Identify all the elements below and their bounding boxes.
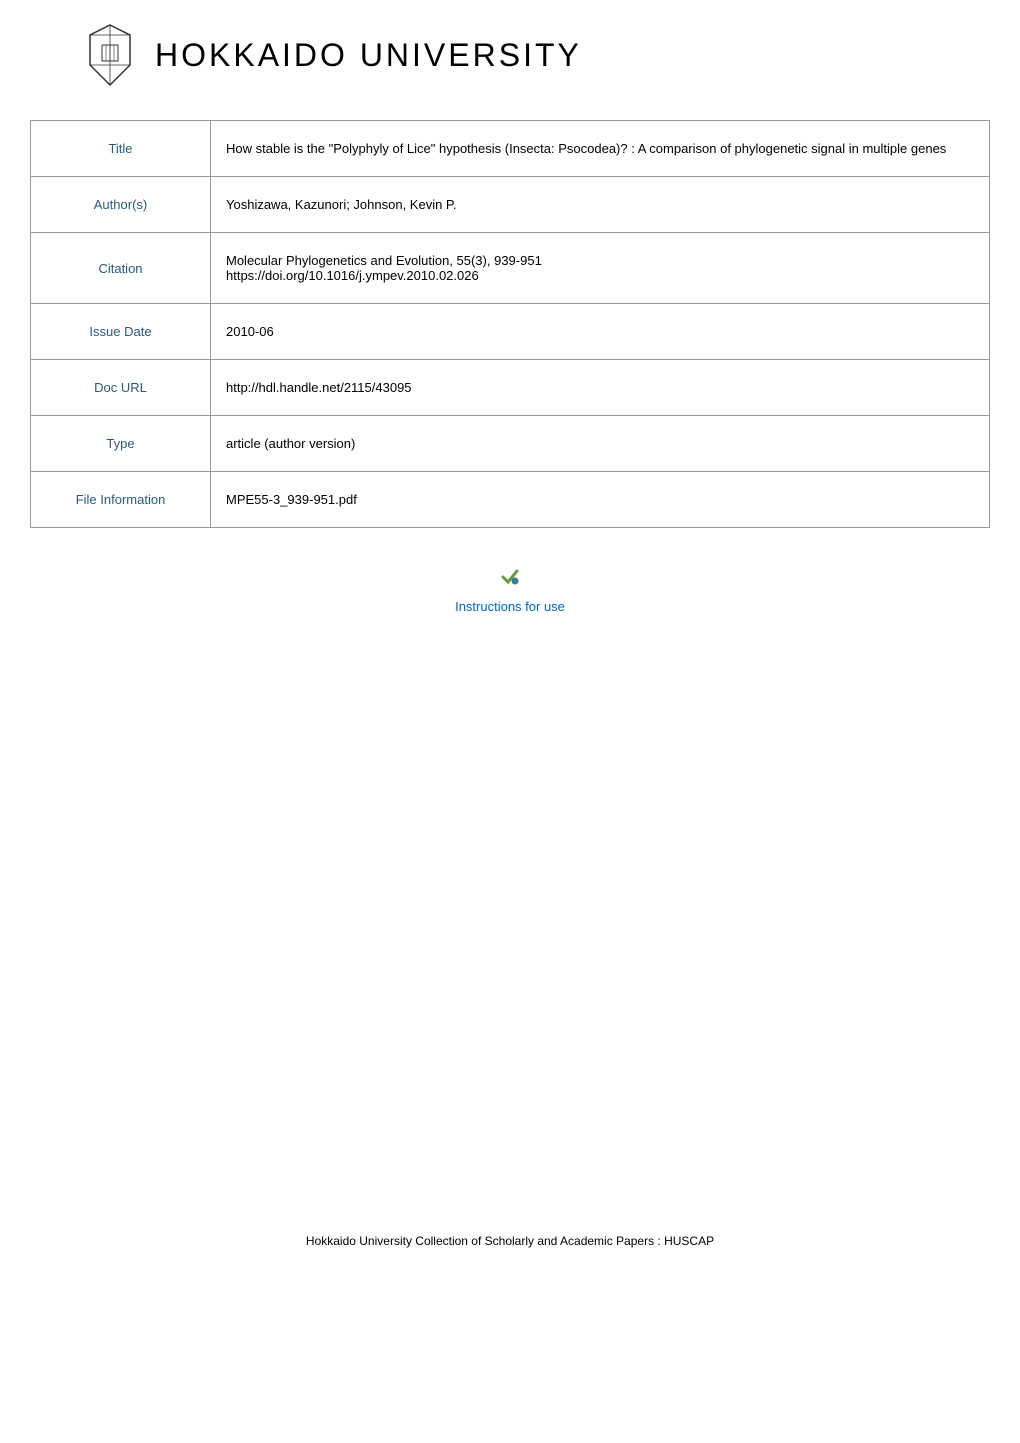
table-row: Issue Date 2010-06	[31, 304, 990, 360]
authors-label: Author(s)	[31, 177, 211, 233]
instructions-section: Instructions for use	[30, 568, 990, 614]
issue-date-label: Issue Date	[31, 304, 211, 360]
citation-label: Citation	[31, 233, 211, 304]
file-info-value: MPE55-3_939-951.pdf	[211, 472, 990, 528]
authors-value: Yoshizawa, Kazunori; Johnson, Kevin P.	[211, 177, 990, 233]
instructions-link[interactable]: Instructions for use	[30, 599, 990, 614]
table-row: Citation Molecular Phylogenetics and Evo…	[31, 233, 990, 304]
table-row: Title How stable is the "Polyphyly of Li…	[31, 121, 990, 177]
title-label: Title	[31, 121, 211, 177]
citation-value: Molecular Phylogenetics and Evolution, 5…	[211, 233, 990, 304]
university-name: HOKKAIDO UNIVERSITY	[155, 37, 582, 74]
metadata-table: Title How stable is the "Polyphyly of Li…	[30, 120, 990, 528]
table-row: Doc URL http://hdl.handle.net/2115/43095	[31, 360, 990, 416]
table-row: File Information MPE55-3_939-951.pdf	[31, 472, 990, 528]
type-label: Type	[31, 416, 211, 472]
table-row: Author(s) Yoshizawa, Kazunori; Johnson, …	[31, 177, 990, 233]
page-header: HOKKAIDO UNIVERSITY	[30, 20, 990, 90]
table-row: Type article (author version)	[31, 416, 990, 472]
checkmark-icon	[501, 568, 519, 586]
title-value: How stable is the "Polyphyly of Lice" hy…	[211, 121, 990, 177]
type-value: article (author version)	[211, 416, 990, 472]
university-logo-icon	[80, 20, 140, 90]
docurl-value: http://hdl.handle.net/2115/43095	[211, 360, 990, 416]
issue-date-value: 2010-06	[211, 304, 990, 360]
docurl-label: Doc URL	[31, 360, 211, 416]
file-info-label: File Information	[31, 472, 211, 528]
page-footer: Hokkaido University Collection of Schola…	[30, 1234, 990, 1248]
